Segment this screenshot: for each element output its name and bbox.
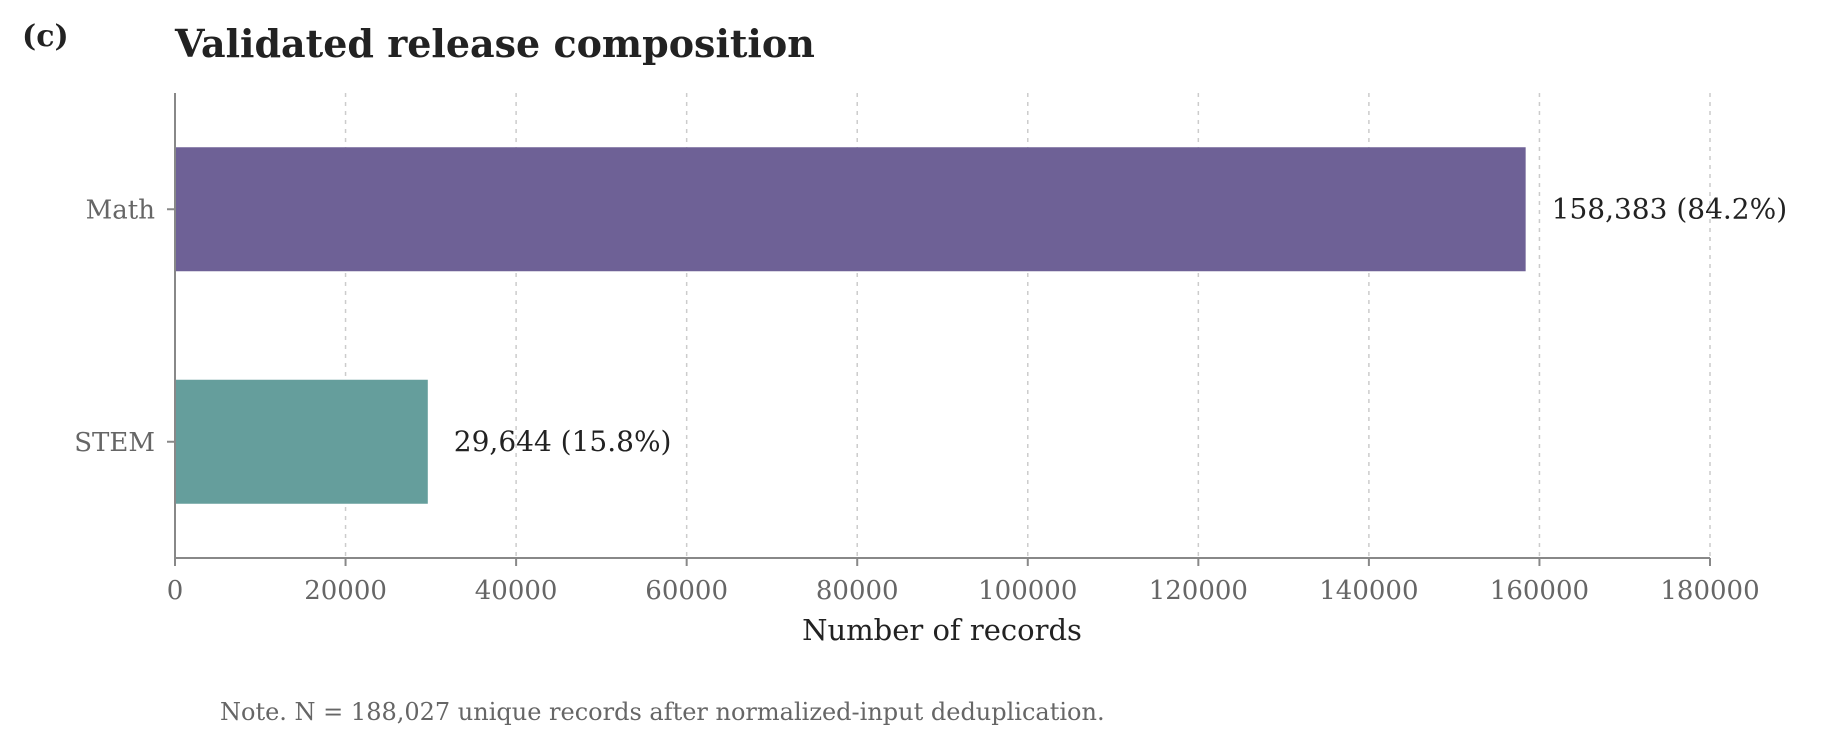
chart-note: Note. N = 188,027 unique records after n… <box>220 698 1105 726</box>
bar-math <box>175 147 1526 272</box>
bar-value-label: 158,383 (84.2%) <box>1552 192 1787 225</box>
x-tick-label: 80000 <box>816 576 899 606</box>
x-tick-label: 40000 <box>475 576 558 606</box>
chart-title: Validated release composition <box>174 21 815 66</box>
bars <box>175 147 1526 504</box>
bar-labels: 158,383 (84.2%) 29,644 (15.8%) <box>454 192 1787 458</box>
y-tick-label: Math <box>86 195 156 225</box>
panel-label: (c) <box>22 19 69 54</box>
bar-value-label: 29,644 (15.8%) <box>454 425 672 458</box>
bar-stem <box>175 379 428 504</box>
x-axis-label: Number of records <box>802 613 1082 647</box>
x-tick-label: 60000 <box>645 576 728 606</box>
x-tick-label: 100000 <box>978 576 1077 606</box>
x-tick-label: 180000 <box>1660 576 1759 606</box>
x-tick-label: 160000 <box>1490 576 1589 606</box>
x-axis-ticks: 0 20000 40000 60000 80000 100000 120000 140000 1… <box>167 558 1760 606</box>
x-tick-label: 0 <box>167 576 184 606</box>
y-tick-label: STEM <box>74 428 155 458</box>
y-axis-ticks: Math STEM <box>74 195 175 458</box>
x-tick-label: 140000 <box>1319 576 1418 606</box>
x-tick-label: 120000 <box>1149 576 1248 606</box>
x-tick-label: 20000 <box>304 576 387 606</box>
